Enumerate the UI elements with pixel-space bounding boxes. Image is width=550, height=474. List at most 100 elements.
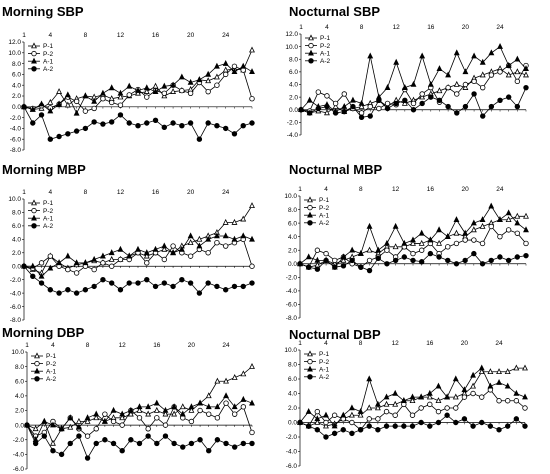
data-point bbox=[153, 284, 158, 289]
y-tick-label: 4.0 bbox=[288, 391, 297, 398]
data-point bbox=[118, 103, 123, 108]
data-point bbox=[324, 258, 329, 263]
legend-label: P-1 bbox=[319, 197, 330, 204]
data-point bbox=[351, 98, 356, 103]
data-point bbox=[103, 412, 108, 417]
y-tick-label: -6.0 bbox=[13, 466, 25, 473]
legend: P-1P-2A-1A-2 bbox=[304, 351, 330, 381]
y-tick-label: -2.0 bbox=[287, 120, 299, 127]
data-point bbox=[77, 434, 82, 439]
data-point bbox=[367, 224, 372, 229]
data-point bbox=[306, 254, 311, 259]
data-point bbox=[446, 104, 451, 109]
data-point bbox=[445, 406, 450, 411]
chart-panel-4: Nocturnal MBP-8.0-6.0-4.0-2.00.02.04.06.… bbox=[284, 162, 528, 322]
x-tick-label: 16 bbox=[153, 342, 161, 349]
chart-title: Nocturnal MBP bbox=[289, 162, 383, 177]
data-point bbox=[215, 123, 220, 128]
data-point bbox=[250, 69, 255, 74]
data-point bbox=[250, 121, 255, 126]
y-tick-label: 2.0 bbox=[289, 94, 298, 101]
data-point bbox=[198, 408, 203, 413]
legend-label: P-1 bbox=[43, 43, 54, 50]
data-point bbox=[42, 419, 47, 424]
data-point bbox=[163, 434, 168, 439]
data-point bbox=[359, 111, 364, 116]
data-point bbox=[498, 44, 503, 49]
series-a-1 bbox=[22, 233, 255, 278]
x-tick-label: 12 bbox=[119, 342, 127, 349]
data-point bbox=[445, 258, 450, 263]
data-point bbox=[393, 258, 398, 263]
data-point bbox=[402, 255, 407, 260]
data-point bbox=[109, 257, 114, 262]
data-point bbox=[57, 291, 62, 296]
x-tick-label: 8 bbox=[84, 189, 88, 196]
y-tick-label: 8.0 bbox=[12, 61, 21, 68]
data-point bbox=[446, 85, 451, 90]
data-point bbox=[342, 92, 347, 97]
data-point bbox=[505, 424, 510, 429]
data-point bbox=[524, 253, 529, 258]
data-point bbox=[429, 95, 434, 100]
data-point bbox=[419, 406, 424, 411]
data-point bbox=[74, 271, 79, 276]
legend-label: P-1 bbox=[43, 200, 54, 207]
chart-title: Nocturnal SBP bbox=[289, 4, 380, 19]
data-point bbox=[137, 404, 142, 409]
data-point bbox=[524, 241, 529, 246]
legend-marker bbox=[308, 205, 313, 210]
data-point bbox=[498, 234, 503, 239]
series-a-1 bbox=[298, 365, 528, 428]
data-point bbox=[385, 241, 390, 246]
data-point bbox=[472, 92, 477, 97]
data-point bbox=[66, 132, 71, 137]
chart-title: Nocturnal DBP bbox=[289, 327, 381, 342]
y-tick-label: -4.0 bbox=[287, 132, 299, 139]
data-point bbox=[350, 431, 355, 436]
y-tick-label: 10.0 bbox=[284, 193, 297, 200]
data-point bbox=[68, 441, 73, 446]
x-tick-label: 8 bbox=[86, 342, 90, 349]
data-point bbox=[83, 93, 88, 98]
y-tick-label: 2.0 bbox=[15, 408, 24, 415]
data-point bbox=[341, 427, 346, 432]
x-tick-label: 20 bbox=[187, 32, 195, 39]
data-point bbox=[498, 255, 503, 260]
data-point bbox=[403, 98, 408, 103]
data-point bbox=[74, 129, 79, 134]
data-point bbox=[48, 137, 53, 142]
data-point bbox=[306, 409, 311, 414]
data-point bbox=[429, 82, 434, 87]
data-point bbox=[206, 89, 211, 94]
data-point bbox=[188, 91, 193, 96]
x-tick-label: 1 bbox=[298, 186, 302, 193]
data-point bbox=[155, 441, 160, 446]
data-point bbox=[463, 258, 468, 263]
data-point bbox=[497, 427, 502, 432]
data-point bbox=[198, 437, 203, 442]
data-point bbox=[241, 284, 246, 289]
data-point bbox=[333, 111, 338, 116]
data-point bbox=[120, 423, 125, 428]
data-point bbox=[118, 91, 123, 96]
data-point bbox=[325, 104, 330, 109]
legend-label: A-1 bbox=[319, 366, 330, 373]
series-line bbox=[24, 50, 252, 109]
data-point bbox=[180, 404, 185, 409]
data-point bbox=[385, 106, 390, 111]
data-point bbox=[74, 111, 79, 116]
data-point bbox=[316, 106, 321, 111]
data-point bbox=[394, 101, 399, 106]
legend-marker bbox=[308, 375, 313, 380]
data-point bbox=[241, 397, 246, 402]
data-point bbox=[368, 104, 373, 109]
y-tick-label: 4.0 bbox=[288, 234, 297, 241]
legend-label: A-2 bbox=[43, 223, 54, 230]
data-point bbox=[436, 384, 441, 389]
data-point bbox=[306, 265, 311, 270]
data-point bbox=[206, 412, 211, 417]
data-point bbox=[57, 89, 62, 94]
data-point bbox=[92, 120, 97, 125]
legend-marker bbox=[308, 367, 313, 372]
